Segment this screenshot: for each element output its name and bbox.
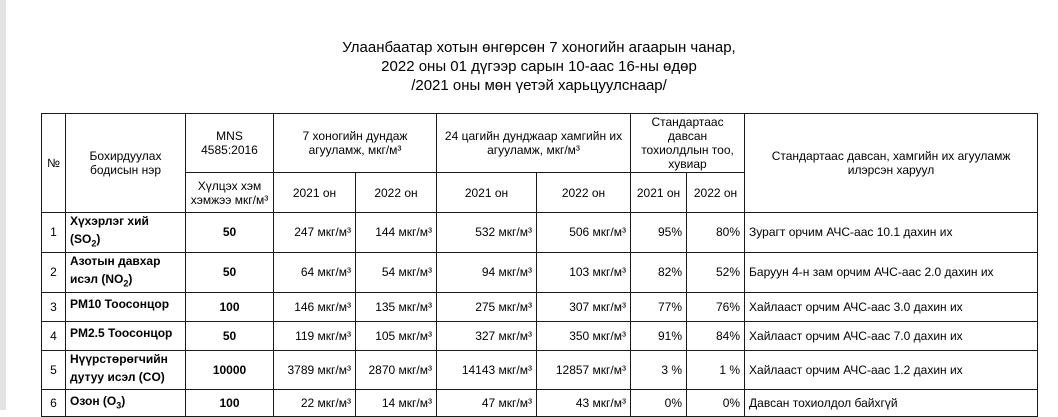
name-line: дутуу исэл (CO) xyxy=(70,369,165,384)
exceed-pct-2021: 95% xyxy=(630,212,688,253)
station-note: Хайлааст орчим АЧС-аас 1.2 дахин их xyxy=(744,349,1039,391)
name-line: Нүүрстөрөгчийн xyxy=(70,351,168,366)
daily-max-2021: 532 мкг/м³ xyxy=(436,212,537,253)
daily-max-2021: 275 мкг/м³ xyxy=(436,291,537,322)
daily-max-2022: 350 мкг/м³ xyxy=(535,320,632,351)
station-note: Зурагт орчим АЧС-аас 10.1 дахин их xyxy=(744,212,1039,253)
table-row: 3 PM10 Тоосонцор 100 146 мкг/м³ 135 мкг/… xyxy=(41,291,1039,322)
col-header-exceed-count: Стандартаас давсан тохиолдлын тоо, хувиа… xyxy=(630,113,746,173)
name-line: PM10 Тоосонцор xyxy=(70,297,170,312)
col-header-weekly-avg: 7 хоногийн дундаж агууламж, мкг/м³ xyxy=(273,113,437,173)
col-header-daily-2021: 2021 он xyxy=(436,172,537,213)
name-line: PM2.5 Тоосонцор xyxy=(70,326,173,341)
row-number: 1 xyxy=(41,212,66,253)
col-header-daily-2022: 2022 он xyxy=(535,172,632,213)
exceed-pct-2022: 1 % xyxy=(686,349,746,391)
table-row: 6 Озон (О3) 100 22 мкг/м³ 14 мкг/м³ 47 м… xyxy=(41,389,1039,417)
weekly-avg-2022: 2870 мкг/м³ xyxy=(355,349,437,391)
row-number: 5 xyxy=(41,349,66,391)
title-line-2: 2022 оны 01 дүгээр сарын 10-аас 16-ны өд… xyxy=(381,58,697,75)
exceed-pct-2021: 91% xyxy=(630,320,688,351)
row-number: 6 xyxy=(41,389,66,417)
mns-limit: 50 xyxy=(185,212,274,253)
daily-max-2021: 47 мкг/м³ xyxy=(436,389,537,417)
pollutant-name: PM10 Тоосонцор xyxy=(65,291,186,322)
header-row-1: № Бохирдуулах бодисын нэр MNS 4585:2016 … xyxy=(41,113,1039,213)
col-header-daily-max: 24 цагийн дунджаар хамгийн их агууламж, … xyxy=(435,113,632,173)
weekly-avg-2022: 135 мкг/м³ xyxy=(355,291,437,322)
mns-limit: 10000 xyxy=(185,349,274,391)
page-edge-strip xyxy=(0,0,6,410)
exceed-pct-2022: 80% xyxy=(686,212,746,253)
weekly-avg-2021: 3789 мкг/м³ xyxy=(273,349,356,391)
col-header-weekly-2022: 2022 он xyxy=(355,172,437,213)
weekly-avg-2021: 22 мкг/м³ xyxy=(273,389,356,417)
exceed-pct-2021: 82% xyxy=(630,251,688,293)
mns-limit: 100 xyxy=(185,389,274,417)
col-header-exceed-2021: 2021 он xyxy=(630,172,688,213)
page-title: Улаанбаатар хотын өнгөрсөн 7 хоногийн аг… xyxy=(40,38,1038,95)
table-row: 5 Нүүрстөрөгчийн дутуу исэл (CO) 10000 3… xyxy=(41,349,1039,391)
mns-limit: 100 xyxy=(185,291,274,322)
exceed-pct-2021: 0% xyxy=(630,389,688,417)
exceed-pct-2022: 84% xyxy=(686,320,746,351)
header-row-2: Хүлцэх хэм хэмжээ мкг/м³ 2021 он 2022 он… xyxy=(42,172,1038,213)
row-number: 2 xyxy=(41,251,66,293)
exceed-pct-2022: 0% xyxy=(686,389,746,417)
row-number: 4 xyxy=(41,320,66,351)
col-header-station-note: Стандартаас давсан, хамгийн их агууламж … xyxy=(744,113,1039,213)
pollutant-name: Хүхэрлэг хий (SO2) xyxy=(65,212,186,253)
weekly-avg-2022: 105 мкг/м³ xyxy=(355,320,437,351)
name-line: Хүхэрлэг хий xyxy=(70,214,149,228)
station-note: Хайлааст орчим АЧС-аас 3.0 дахин их xyxy=(744,291,1039,322)
table-row: 1 Хүхэрлэг хий (SO2) 50 247 мкг/м³ 144 м… xyxy=(41,212,1039,253)
weekly-avg-2022: 144 мкг/м³ xyxy=(355,212,437,253)
col-header-mns-standard: MNS 4585:2016 xyxy=(185,113,274,173)
weekly-avg-2021: 146 мкг/м³ xyxy=(273,291,356,322)
name-line: Озон (О3) xyxy=(70,394,126,411)
col-header-pollutant: Бохирдуулах бодисын нэр xyxy=(65,113,186,213)
daily-max-2022: 506 мкг/м³ xyxy=(535,212,632,253)
daily-max-2021: 14143 мкг/м³ xyxy=(436,349,537,391)
exceed-pct-2022: 76% xyxy=(686,291,746,322)
daily-max-2021: 94 мкг/м³ xyxy=(436,251,537,293)
weekly-avg-2022: 54 мкг/м³ xyxy=(355,251,437,293)
exceed-pct-2022: 52% xyxy=(686,251,746,293)
weekly-avg-2022: 14 мкг/м³ xyxy=(355,389,437,417)
pollutant-name: Озон (О3) xyxy=(65,389,186,417)
exceed-pct-2021: 77% xyxy=(630,291,688,322)
daily-max-2022: 43 мкг/м³ xyxy=(535,389,632,417)
exceed-pct-2021: 3 % xyxy=(630,349,688,391)
daily-max-2022: 12857 мкг/м³ xyxy=(535,349,632,391)
col-header-exceed-2022: 2022 он xyxy=(686,172,746,213)
col-header-no: № xyxy=(41,113,66,213)
station-note: Хайлааст орчим АЧС-аас 7.0 дахин их xyxy=(744,320,1039,351)
station-note: Баруун 4-н зам орчим АЧС-аас 2.0 дахин и… xyxy=(744,251,1039,293)
name-line: (SO2) xyxy=(70,232,101,249)
mns-limit: 50 xyxy=(185,251,274,293)
name-line: Азотын давхар xyxy=(70,253,161,268)
daily-max-2021: 327 мкг/м³ xyxy=(436,320,537,351)
weekly-avg-2021: 64 мкг/м³ xyxy=(273,251,356,293)
name-line: исэл (NO2) xyxy=(70,272,133,289)
table-row: 4 PM2.5 Тоосонцор 50 119 мкг/м³ 105 мкг/… xyxy=(41,320,1039,351)
col-header-weekly-2021: 2021 он xyxy=(273,172,356,213)
daily-max-2022: 103 мкг/м³ xyxy=(535,251,632,293)
table-row: 2 Азотын давхар исэл (NO2) 50 64 мкг/м³ … xyxy=(41,251,1039,293)
col-header-limit: Хүлцэх хэм хэмжээ мкг/м³ xyxy=(185,172,274,213)
weekly-avg-2021: 247 мкг/м³ xyxy=(273,212,356,253)
row-number: 3 xyxy=(41,291,66,322)
pollutant-name: Азотын давхар исэл (NO2) xyxy=(65,251,186,293)
mns-limit: 50 xyxy=(185,320,274,351)
title-line-3: /2021 оны мөн үетэй харьцуулснаар/ xyxy=(411,77,667,94)
air-quality-table: № Бохирдуулах бодисын нэр MNS 4585:2016 … xyxy=(41,113,1039,417)
station-note: Давсан тохиолдол байхгүй xyxy=(744,389,1039,417)
pollutant-name: PM2.5 Тоосонцор xyxy=(65,320,186,351)
title-line-1: Улаанбаатар хотын өнгөрсөн 7 хоногийн аг… xyxy=(342,39,736,56)
weekly-avg-2021: 119 мкг/м³ xyxy=(273,320,356,351)
daily-max-2022: 307 мкг/м³ xyxy=(535,291,632,322)
pollutant-name: Нүүрстөрөгчийн дутуу исэл (CO) xyxy=(65,349,186,391)
